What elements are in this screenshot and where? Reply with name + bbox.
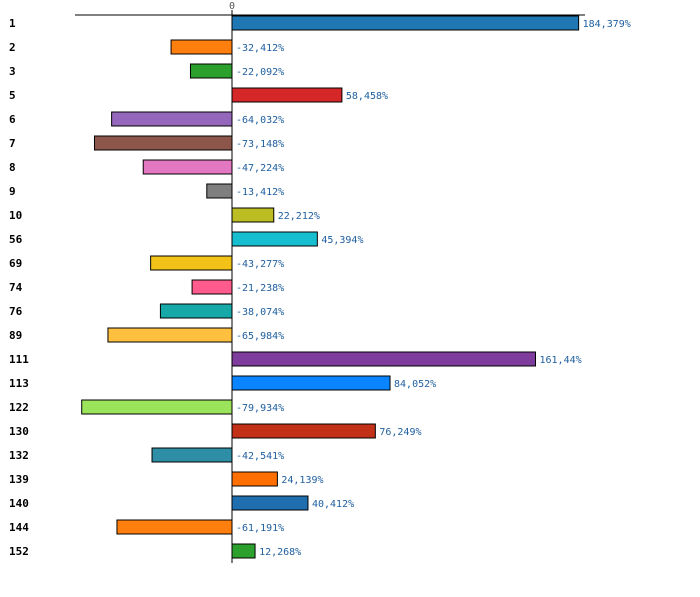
value-label-130: 76,249%	[379, 427, 421, 438]
bar-113	[231, 375, 391, 391]
bar-140	[231, 495, 309, 511]
category-label-122: 122	[9, 401, 29, 414]
category-label-89: 89	[9, 329, 22, 342]
bar-74	[191, 279, 233, 295]
value-label-69: -43,277%	[236, 259, 284, 270]
bar-132	[151, 447, 233, 463]
value-label-9: -13,412%	[236, 187, 284, 198]
value-label-10: 22,212%	[278, 211, 320, 222]
category-label-10: 10	[9, 209, 22, 222]
bar-89	[107, 327, 233, 343]
value-label-144: -61,191%	[236, 523, 284, 534]
category-label-74: 74	[9, 281, 23, 294]
category-label-130: 130	[9, 425, 29, 438]
bar-56	[231, 231, 318, 247]
bar-9	[206, 183, 233, 199]
category-label-69: 69	[9, 257, 22, 270]
bar-144	[116, 519, 233, 535]
category-label-111: 111	[9, 353, 29, 366]
bar-7	[93, 135, 233, 151]
value-label-7: -73,148%	[236, 139, 284, 150]
category-label-1: 1	[9, 17, 16, 30]
category-label-7: 7	[9, 137, 16, 150]
bar-8	[142, 159, 233, 175]
value-label-89: -65,984%	[236, 331, 284, 342]
chart-axes: 0	[75, 1, 585, 563]
value-label-8: -47,224%	[236, 163, 284, 174]
bar-122	[81, 399, 233, 415]
category-label-56: 56	[9, 233, 23, 246]
value-label-139: 24,139%	[281, 475, 323, 486]
bar-111	[231, 351, 537, 367]
category-label-132: 132	[9, 449, 29, 462]
value-label-3: -22,092%	[236, 67, 284, 78]
bars-group	[81, 15, 580, 559]
category-label-6: 6	[9, 113, 16, 126]
category-label-113: 113	[9, 377, 29, 390]
category-label-5: 5	[9, 89, 16, 102]
value-label-6: -64,032%	[236, 115, 284, 126]
value-label-56: 45,394%	[321, 235, 363, 246]
value-label-2: -32,412%	[236, 43, 284, 54]
value-label-76: -38,074%	[236, 307, 284, 318]
value-label-113: 84,052%	[394, 379, 436, 390]
category-label-9: 9	[9, 185, 16, 198]
category-label-139: 139	[9, 473, 29, 486]
bar-5	[231, 87, 343, 103]
bar-69	[150, 255, 233, 271]
bar-6	[111, 111, 233, 127]
value-label-111: 161,44%	[540, 355, 582, 366]
value-label-74: -21,238%	[236, 283, 284, 294]
category-labels-group: 1235678910566974768911111312213013213914…	[9, 17, 29, 558]
value-label-122: -79,934%	[236, 403, 284, 414]
bar-10	[231, 207, 275, 223]
value-label-140: 40,412%	[312, 499, 354, 510]
category-label-144: 144	[9, 521, 29, 534]
value-label-1: 184,379%	[583, 19, 631, 30]
bar-76	[159, 303, 233, 319]
bar-3	[189, 63, 233, 79]
bar-139	[231, 471, 278, 487]
value-labels-group: 184,379% -32,412% -22,092% 58,458% -64,032% -…	[236, 19, 631, 558]
category-label-2: 2	[9, 41, 16, 54]
bar-1	[231, 15, 580, 31]
category-label-8: 8	[9, 161, 16, 174]
category-label-140: 140	[9, 497, 29, 510]
bar-152	[231, 543, 256, 559]
value-label-152: 12,268%	[259, 547, 301, 558]
value-label-132: -42,541%	[236, 451, 284, 462]
category-label-152: 152	[9, 545, 29, 558]
category-label-3: 3	[9, 65, 16, 78]
value-label-5: 58,458%	[346, 91, 388, 102]
zero-tick-label: 0	[229, 1, 235, 12]
bar-2	[170, 39, 233, 55]
bar-130	[231, 423, 376, 439]
category-label-76: 76	[9, 305, 23, 318]
